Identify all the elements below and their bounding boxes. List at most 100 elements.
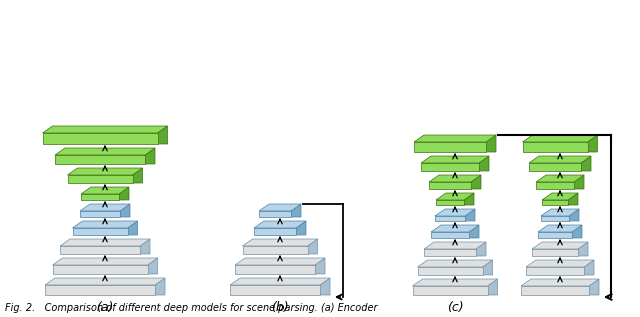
Text: (a): (a) [96, 301, 114, 314]
Polygon shape [132, 168, 143, 183]
Polygon shape [72, 228, 127, 235]
Polygon shape [424, 249, 476, 256]
Polygon shape [483, 260, 493, 275]
Polygon shape [413, 279, 497, 286]
Polygon shape [532, 249, 578, 256]
Polygon shape [67, 168, 143, 175]
Polygon shape [429, 182, 471, 189]
Polygon shape [542, 200, 568, 205]
Polygon shape [60, 246, 140, 254]
Polygon shape [60, 239, 150, 246]
Polygon shape [526, 267, 584, 275]
Polygon shape [435, 216, 465, 221]
Polygon shape [471, 175, 481, 189]
Text: (b): (b) [271, 301, 289, 314]
Polygon shape [120, 204, 130, 217]
Polygon shape [42, 133, 157, 144]
Polygon shape [243, 246, 307, 254]
Polygon shape [307, 239, 317, 254]
Polygon shape [147, 258, 157, 274]
Polygon shape [413, 286, 488, 295]
Polygon shape [81, 194, 119, 200]
Polygon shape [429, 175, 481, 182]
Polygon shape [464, 193, 474, 205]
Polygon shape [521, 286, 589, 295]
Polygon shape [42, 126, 168, 133]
Text: (c): (c) [447, 301, 463, 314]
Polygon shape [52, 265, 147, 274]
Polygon shape [414, 135, 496, 142]
Polygon shape [541, 216, 569, 221]
Polygon shape [526, 260, 594, 267]
Polygon shape [522, 142, 588, 152]
Polygon shape [435, 209, 475, 216]
Polygon shape [72, 221, 138, 228]
Polygon shape [421, 156, 489, 163]
Polygon shape [417, 267, 483, 275]
Polygon shape [80, 211, 120, 217]
Polygon shape [578, 242, 588, 256]
Polygon shape [81, 187, 129, 194]
Polygon shape [569, 209, 579, 221]
Polygon shape [291, 204, 301, 217]
Polygon shape [521, 279, 599, 286]
Polygon shape [529, 163, 581, 171]
Polygon shape [572, 225, 582, 238]
Polygon shape [529, 156, 591, 163]
Polygon shape [436, 193, 474, 200]
Polygon shape [315, 258, 325, 274]
Polygon shape [45, 285, 155, 295]
Polygon shape [584, 260, 594, 275]
Polygon shape [479, 156, 489, 171]
Polygon shape [589, 279, 599, 295]
Polygon shape [536, 175, 584, 182]
Polygon shape [431, 232, 469, 238]
Polygon shape [541, 209, 579, 216]
Polygon shape [538, 232, 572, 238]
Polygon shape [235, 265, 315, 274]
Polygon shape [67, 175, 132, 183]
Polygon shape [320, 278, 330, 295]
Polygon shape [476, 242, 486, 256]
Polygon shape [568, 193, 578, 205]
Polygon shape [259, 204, 301, 211]
Polygon shape [127, 221, 138, 235]
Text: Fig. 2.   Comparison of different deep models for scene parsing. (a) Encoder: Fig. 2. Comparison of different deep mod… [5, 303, 378, 313]
Polygon shape [55, 148, 155, 155]
Polygon shape [230, 285, 320, 295]
Polygon shape [254, 228, 296, 235]
Polygon shape [417, 260, 493, 267]
Polygon shape [532, 242, 588, 249]
Polygon shape [119, 187, 129, 200]
Polygon shape [55, 155, 145, 164]
Polygon shape [469, 225, 479, 238]
Polygon shape [243, 239, 317, 246]
Polygon shape [140, 239, 150, 254]
Polygon shape [45, 278, 165, 285]
Polygon shape [259, 211, 291, 217]
Polygon shape [431, 225, 479, 232]
Polygon shape [536, 182, 574, 189]
Polygon shape [421, 163, 479, 171]
Polygon shape [465, 209, 475, 221]
Polygon shape [254, 221, 306, 228]
Polygon shape [52, 258, 157, 265]
Polygon shape [486, 135, 496, 152]
Polygon shape [424, 242, 486, 249]
Polygon shape [542, 193, 578, 200]
Polygon shape [588, 135, 598, 152]
Polygon shape [296, 221, 306, 235]
Polygon shape [414, 142, 486, 152]
Polygon shape [235, 258, 325, 265]
Polygon shape [574, 175, 584, 189]
Polygon shape [230, 278, 330, 285]
Polygon shape [581, 156, 591, 171]
Polygon shape [488, 279, 497, 295]
Polygon shape [157, 126, 168, 144]
Polygon shape [436, 200, 464, 205]
Polygon shape [80, 204, 130, 211]
Polygon shape [155, 278, 165, 295]
Polygon shape [522, 135, 598, 142]
Polygon shape [145, 148, 155, 164]
Polygon shape [538, 225, 582, 232]
